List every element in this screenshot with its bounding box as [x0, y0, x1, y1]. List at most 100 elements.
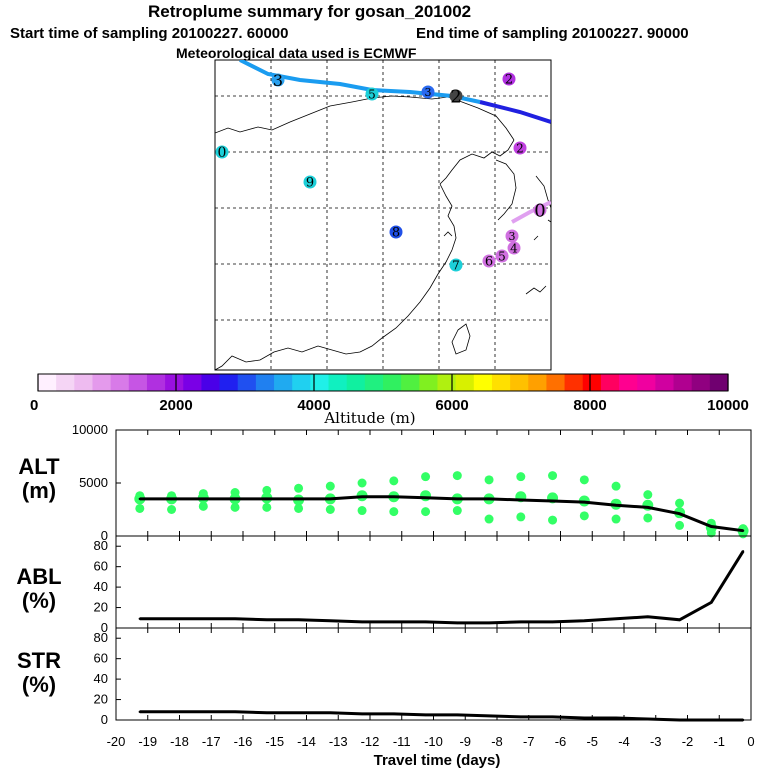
y-tick-label: 60	[94, 559, 108, 574]
map-marker-label: 2	[450, 86, 461, 107]
y-tick-label: 10000	[72, 422, 108, 437]
altitude-spread-point	[579, 475, 589, 485]
start-time-label: Start time of sampling 20100227. 60000	[10, 25, 289, 42]
altitude-spread-point	[389, 476, 399, 486]
colorbar-cell	[310, 374, 330, 391]
x-tick-label: -11	[393, 734, 411, 749]
colorbar-cell	[92, 374, 112, 391]
series-point	[487, 621, 491, 625]
colorbar-tick-label: 8000	[573, 397, 606, 414]
series-point	[741, 550, 745, 553]
series-point	[265, 497, 269, 501]
series-point	[583, 716, 586, 720]
x-tick-label: -18	[170, 734, 189, 749]
altitude-spread-point	[294, 503, 304, 513]
colorbar-cell	[146, 374, 166, 391]
map-marker-label: 5	[498, 249, 506, 263]
chart-panel-1: 0 5000 10000	[72, 422, 752, 543]
series-point	[360, 620, 364, 624]
colorbar-cell	[691, 374, 711, 391]
colorbar-cell	[491, 374, 511, 391]
series-point	[741, 718, 745, 722]
y-tick-label: 40	[94, 671, 108, 686]
altitude-spread-point	[421, 472, 431, 482]
altitude-spread-point	[484, 475, 494, 485]
map-marker-dot	[271, 73, 285, 87]
altitude-spread-point	[135, 503, 145, 513]
colorbar-cell	[328, 374, 348, 391]
altitude-spread-point	[357, 478, 367, 488]
series-point	[678, 512, 681, 515]
series-point	[360, 712, 364, 716]
series-point	[329, 497, 332, 501]
series-point	[614, 716, 618, 720]
map-marker-dot	[513, 141, 527, 155]
colorbar-cell	[128, 374, 148, 391]
chart-panel-2: 0 20 40 60 80	[94, 535, 752, 635]
y-tick-label: 0	[101, 712, 108, 727]
colorbar-cell	[165, 374, 184, 391]
str-label-line2: (%)	[21, 672, 57, 697]
colorbar-cell	[255, 374, 275, 391]
map-marker: 0	[533, 200, 547, 221]
x-tick-label: -4	[618, 734, 630, 749]
colorbar-cell	[673, 374, 693, 391]
series-point	[329, 711, 332, 715]
series-point	[487, 714, 491, 718]
alt-panel-label: ALT (m)	[8, 455, 70, 503]
series-line	[139, 495, 744, 533]
altitude-spread-point	[579, 511, 589, 521]
altitude-spread-point	[643, 513, 653, 523]
map-marker: 7	[449, 258, 463, 272]
altitude-spread-point	[198, 501, 208, 511]
x-tick-label: -7	[523, 734, 535, 749]
colorbar-tick-label: 4000	[297, 397, 330, 414]
series-point	[678, 718, 681, 722]
colorbar-cell	[564, 374, 584, 391]
series-point	[614, 617, 618, 620]
altitude-spread-point	[325, 481, 335, 491]
colorbar-cell	[346, 374, 366, 391]
str-label-line1: STR	[17, 648, 61, 673]
met-data-label: Meteorological data used is ECMWF	[176, 45, 417, 61]
colorbar-cell	[201, 374, 221, 391]
map-marker: 0	[215, 145, 229, 161]
x-tick-label: -3	[650, 734, 662, 749]
series-point	[424, 496, 427, 500]
series-point	[646, 717, 650, 721]
altitude-spread-point	[262, 485, 272, 495]
colorbar-cell	[510, 374, 529, 391]
chart-title: Retroplume summary for gosan_201002	[148, 2, 472, 21]
altitude-spread-point	[548, 471, 558, 481]
series-point	[202, 617, 205, 620]
altitude-spread-point	[325, 505, 335, 514]
y-tick-label: 20	[94, 692, 108, 707]
colorbar-cell	[237, 374, 257, 391]
series-point	[646, 615, 650, 618]
colorbar-cell	[274, 374, 293, 391]
map-marker-dot	[365, 87, 379, 101]
series-point	[265, 711, 269, 715]
colorbar-cell	[546, 374, 566, 391]
altitude-spread-point	[675, 498, 685, 508]
map-marker-label: 8	[392, 226, 400, 241]
map-marker-label: 0	[218, 145, 227, 161]
series-point	[519, 715, 523, 719]
abl-panel-label: ABL (%)	[8, 565, 70, 613]
x-tick-label: -6	[555, 734, 567, 749]
x-tick-label: -15	[265, 734, 284, 749]
altitude-spread-point	[675, 520, 685, 530]
map-marker-label: 0	[534, 200, 545, 221]
series-point	[202, 497, 205, 501]
y-tick-label: 40	[94, 579, 108, 594]
colorbar-tick-label: 0	[30, 397, 38, 414]
altitude-spread-point	[516, 472, 526, 482]
x-tick-label: -17	[202, 734, 221, 749]
altitude-spread-point	[294, 483, 304, 493]
series-line	[139, 710, 744, 722]
series-point	[710, 601, 713, 604]
end-time-label: End time of sampling 20100227. 90000	[416, 25, 689, 42]
